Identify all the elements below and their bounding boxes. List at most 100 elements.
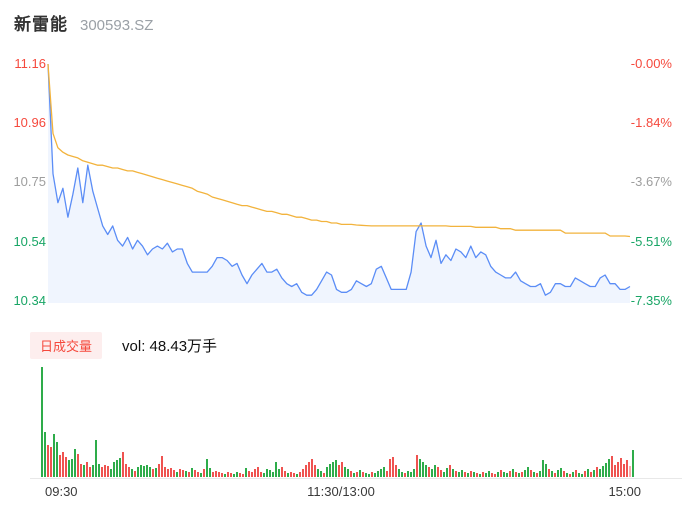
volume-bar	[131, 469, 133, 477]
volume-bar	[437, 467, 439, 477]
volume-bar	[443, 472, 445, 477]
volume-bar	[581, 474, 583, 477]
volume-bar	[518, 473, 520, 477]
volume-bar	[230, 473, 232, 477]
volume-bar	[308, 462, 310, 477]
volume-bar	[434, 465, 436, 477]
volume-bar	[347, 469, 349, 477]
volume-bar	[473, 472, 475, 477]
volume-bar	[215, 471, 217, 477]
volume-bar	[413, 469, 415, 477]
volume-bar	[542, 460, 544, 477]
price-axis-label: 10.34	[13, 293, 46, 308]
volume-bar	[575, 470, 577, 477]
price-axis-label: 10.96	[13, 115, 46, 130]
volume-bar	[557, 470, 559, 477]
volume-bar	[530, 470, 532, 477]
volume-bar	[560, 468, 562, 477]
price-axis-label: 10.75	[13, 174, 46, 189]
volume-bar	[395, 465, 397, 477]
volume-bar	[422, 462, 424, 477]
volume-bar	[596, 467, 598, 477]
volume-bar	[470, 471, 472, 477]
volume-bar	[125, 464, 127, 477]
volume-bar	[179, 469, 181, 477]
volume-bar	[41, 367, 43, 477]
volume-bar	[146, 465, 148, 477]
volume-total-label: vol: 48.43万手	[122, 338, 218, 355]
volume-bar	[296, 474, 298, 477]
pct-axis-label: -0.00%	[630, 56, 672, 71]
volume-bar	[554, 473, 556, 477]
volume-bar	[275, 462, 277, 477]
volume-bar	[269, 470, 271, 477]
pct-axis-label: -3.67%	[630, 174, 672, 189]
volume-bar	[74, 449, 76, 477]
volume-bar	[476, 473, 478, 477]
volume-bar	[506, 473, 508, 477]
volume-bar	[242, 474, 244, 477]
volume-bar	[545, 464, 547, 477]
volume-bar	[380, 469, 382, 477]
volume-bar	[260, 472, 262, 477]
volume-bar	[629, 466, 631, 477]
volume-bar	[62, 452, 64, 477]
volume-bar	[197, 472, 199, 477]
volume-bar	[368, 474, 370, 477]
volume-bar	[209, 468, 211, 477]
volume-bar	[500, 470, 502, 477]
volume-bar	[185, 471, 187, 477]
volume-bar	[539, 471, 541, 477]
volume-bar	[188, 472, 190, 477]
volume-bar	[326, 467, 328, 477]
time-label-open: 09:30	[45, 484, 78, 499]
volume-bar	[161, 456, 163, 477]
volume-bar	[101, 467, 103, 477]
stock-name: 新雷能	[14, 15, 68, 34]
volume-bar	[305, 465, 307, 477]
volume-bar	[113, 462, 115, 477]
volume-header: 日成交量 vol: 48.43万手	[30, 332, 217, 359]
volume-bar	[497, 472, 499, 477]
pct-axis-label: -7.35%	[630, 293, 672, 308]
volume-bar	[95, 440, 97, 477]
volume-bar	[65, 457, 67, 477]
volume-bar	[416, 455, 418, 477]
volume-bar	[602, 466, 604, 477]
volume-bar	[623, 464, 625, 477]
volume-bar	[353, 473, 355, 477]
volume-bar	[584, 471, 586, 477]
volume-bar	[461, 470, 463, 477]
volume-bar	[374, 473, 376, 477]
volume-bar	[200, 473, 202, 477]
volume-bar	[569, 474, 571, 477]
volume-bar	[236, 472, 238, 477]
volume-bar	[290, 472, 292, 477]
volume-bar	[503, 472, 505, 477]
volume-bar	[323, 473, 325, 477]
volume-bar	[317, 469, 319, 477]
volume-bar	[578, 473, 580, 477]
volume-bar	[452, 469, 454, 477]
volume-bar	[599, 469, 601, 477]
volume-bar	[140, 465, 142, 477]
volume-bar	[299, 472, 301, 477]
volume-tab-badge[interactable]: 日成交量	[30, 332, 103, 359]
volume-bar	[149, 467, 151, 477]
volume-bar	[329, 464, 331, 477]
volume-bar	[116, 460, 118, 477]
volume-bar	[611, 456, 613, 477]
volume-bar	[110, 469, 112, 477]
volume-bar	[410, 472, 412, 477]
volume-bar	[164, 467, 166, 477]
volume-bar	[593, 470, 595, 477]
volume-bar	[251, 472, 253, 477]
volume-bar	[572, 472, 574, 477]
volume-bar	[212, 472, 214, 477]
volume-bar	[458, 472, 460, 477]
pct-axis-label: -5.51%	[630, 234, 672, 249]
volume-bar	[365, 473, 367, 477]
volume-bar	[176, 472, 178, 477]
